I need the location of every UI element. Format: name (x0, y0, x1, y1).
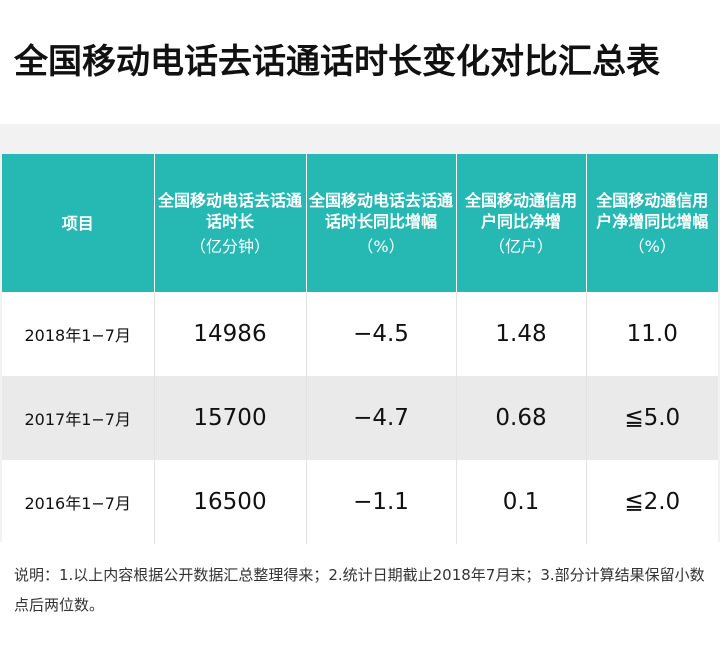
footnote: 说明：1.以上内容根据公开数据汇总整理得来；2.统计日期截止2018年7月末；3… (14, 566, 705, 614)
table-cell: 16500 (154, 460, 307, 544)
table-row: 2018年1−7月 14986 −4.5 1.48 11.0 (2, 292, 718, 376)
table-cell-period: 2018年1−7月 (2, 292, 155, 376)
table-area: 项目 全国移动电话去话通话时长 （亿分钟） 全国移动电话去话通话时长同比增幅 （… (0, 124, 720, 544)
page-title: 全国移动电话去话通话时长变化对比汇总表 (14, 42, 660, 82)
header-label: 全国移动通信用户同比净增 (464, 190, 577, 231)
header-call-duration-growth: 全国移动电话去话通话时长同比增幅 （%） (306, 154, 457, 292)
table-cell: 0.1 (456, 460, 587, 544)
header-call-duration: 全国移动电话去话通话时长 （亿分钟） (154, 154, 307, 292)
header-unit: （亿分钟） (189, 236, 270, 256)
table-cell-period: 2017年1−7月 (2, 376, 155, 460)
header-unit: （亿户） (488, 236, 553, 256)
header-unit: （%） (628, 236, 676, 256)
table-row: 2017年1−7月 15700 −4.7 0.68 ≦5.0 (2, 376, 718, 460)
table-cell: −1.1 (306, 460, 457, 544)
header-label: 全国移动电话去话通话时长同比增幅 (308, 190, 453, 231)
table-cell: ≦5.0 (586, 376, 718, 460)
table-cell: 0.68 (456, 376, 587, 460)
header-user-net-increase-growth: 全国移动通信用户净增同比增幅 （%） (586, 154, 718, 292)
table-cell: −4.5 (306, 292, 457, 376)
table-header-row: 项目 全国移动电话去话通话时长 （亿分钟） 全国移动电话去话通话时长同比增幅 （… (2, 154, 718, 292)
header-unit: （%） (357, 236, 405, 256)
header-user-net-increase: 全国移动通信用户同比净增 （亿户） (456, 154, 587, 292)
title-band: 全国移动电话去话通话时长变化对比汇总表 (0, 0, 720, 124)
table-cell: 1.48 (456, 292, 587, 376)
comparison-table: 项目 全国移动电话去话通话时长 （亿分钟） 全国移动电话去话通话时长同比增幅 （… (2, 154, 718, 544)
header-label: 全国移动电话去话通话时长 (157, 190, 302, 231)
table-cell: −4.7 (306, 376, 457, 460)
table-cell-period: 2016年1−7月 (2, 460, 155, 544)
header-item: 项目 (2, 154, 155, 292)
table-cell: 14986 (154, 292, 307, 376)
table-row: 2016年1−7月 16500 −1.1 0.1 ≦2.0 (2, 460, 718, 544)
table-cell: 11.0 (586, 292, 718, 376)
header-label: 项目 (61, 213, 94, 233)
table-cell: 15700 (154, 376, 307, 460)
table-cell: ≦2.0 (586, 460, 718, 544)
header-label: 全国移动通信用户净增同比增幅 (596, 190, 709, 231)
